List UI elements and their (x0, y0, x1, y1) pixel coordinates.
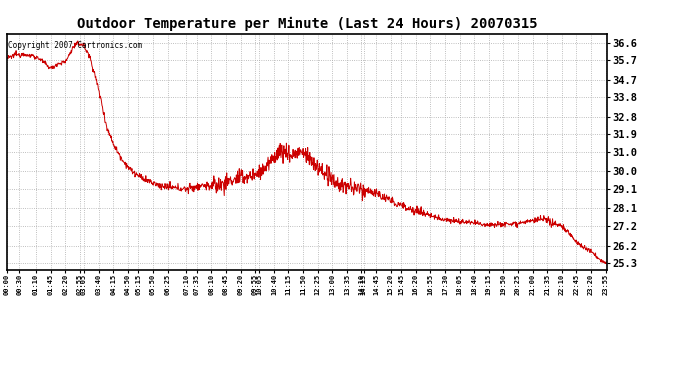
Title: Outdoor Temperature per Minute (Last 24 Hours) 20070315: Outdoor Temperature per Minute (Last 24 … (77, 17, 538, 31)
Text: Copyright 2007 Cartronics.com: Copyright 2007 Cartronics.com (8, 41, 142, 50)
